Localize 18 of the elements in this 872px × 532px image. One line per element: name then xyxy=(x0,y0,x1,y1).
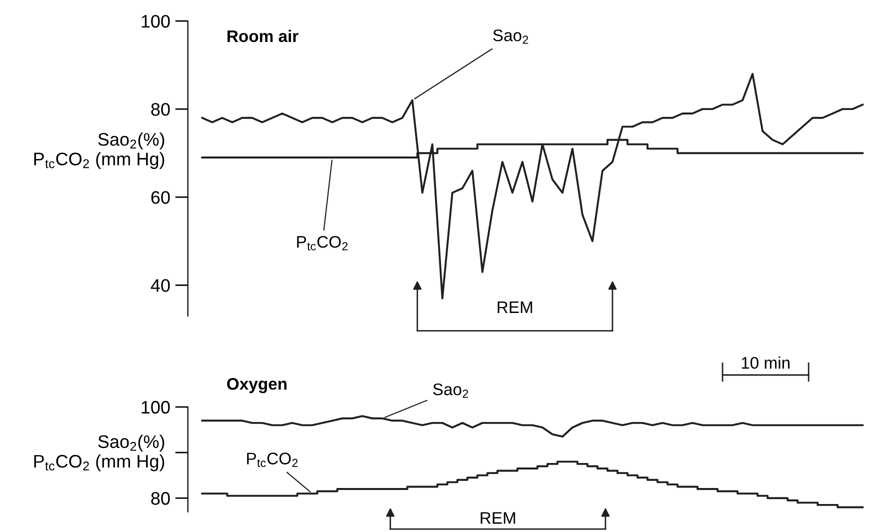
y-tick-label: 100 xyxy=(142,400,170,414)
text: 10 min xyxy=(742,356,790,369)
y-tick-label: 40 xyxy=(150,279,170,292)
text: REM xyxy=(480,512,516,524)
annotation: REM xyxy=(498,301,532,313)
line-series xyxy=(201,72,864,300)
chart-title: Oxygen xyxy=(227,378,287,394)
chart-title: Room air xyxy=(228,30,298,42)
text: Sao$_{2}$(%) P$_{tc}$CO$_{2}$ (mm Hg) xyxy=(34,434,164,472)
series-label: Sao$_{2}$ xyxy=(433,383,468,398)
text: Sao$_{2}$(%) P$_{tc}$CO$_{2}$ (mm Hg) xyxy=(34,132,164,169)
y-tick-label: 100 xyxy=(142,14,170,28)
y-tick-label: 80 xyxy=(151,492,170,505)
series-label: P$_{tc}$CO$_{2}$ xyxy=(247,452,298,468)
y-tick-label: 60 xyxy=(151,191,170,204)
text: Sao$_{2}$ xyxy=(493,29,528,44)
text: P$_{tc}$CO$_{2}$ xyxy=(297,236,348,250)
y-tick-label: 80 xyxy=(151,103,170,116)
